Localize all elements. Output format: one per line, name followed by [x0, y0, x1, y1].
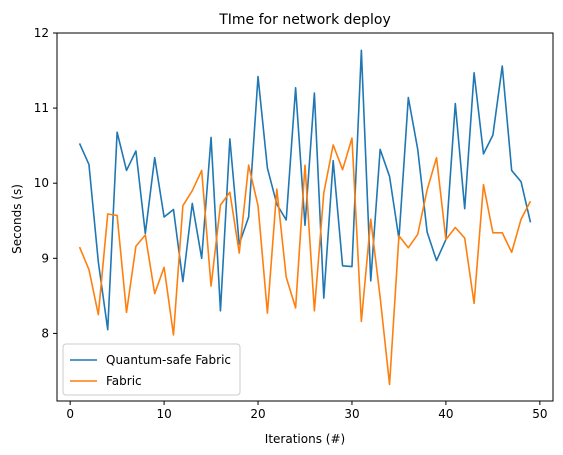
legend-label: Quantum-safe Fabric [106, 353, 231, 367]
y-tick-label: 8 [41, 326, 49, 340]
y-axis-title: Seconds (s) [10, 184, 24, 254]
series-line-1 [78, 49, 532, 331]
series-layer [78, 49, 532, 386]
x-tick-label: 0 [66, 407, 74, 421]
x-tick-label: 40 [438, 407, 453, 421]
series-line-2 [78, 137, 532, 386]
legend-box [62, 343, 241, 396]
x-tick-label: 10 [156, 407, 171, 421]
x-axis: 0 10 20 30 40 50 [66, 401, 547, 421]
x-tick-label: 50 [532, 407, 547, 421]
x-axis-title: Iterations (#) [265, 432, 345, 446]
x-tick-label: 20 [250, 407, 265, 421]
legend: Quantum-safe Fabric Fabric [62, 343, 241, 396]
y-axis: 8 9 10 11 12 [34, 26, 57, 340]
legend-label: Fabric [106, 374, 142, 388]
y-tick-label: 12 [34, 26, 49, 40]
y-tick-label: 9 [41, 251, 49, 265]
y-tick-label: 10 [34, 176, 49, 190]
chart-title: TIme for network deploy [218, 12, 391, 28]
plot-frame [56, 32, 554, 402]
y-tick-label: 11 [34, 101, 49, 115]
x-tick-label: 30 [344, 407, 359, 421]
